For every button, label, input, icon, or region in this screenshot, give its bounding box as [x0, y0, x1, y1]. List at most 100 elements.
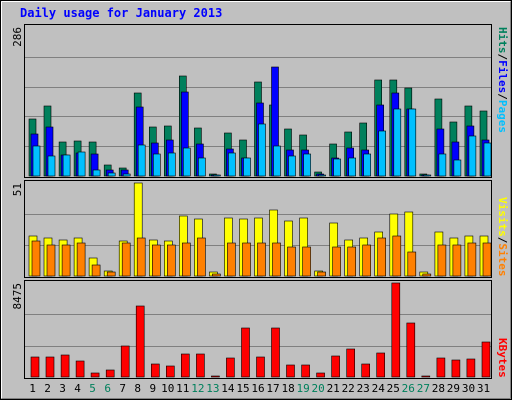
bar-kbytes — [256, 356, 265, 378]
bar-kbytes — [391, 282, 401, 378]
bar-kbytes — [286, 364, 295, 378]
panel-middle-legend: Visits/Sites — [496, 197, 509, 277]
bar-sites — [91, 264, 101, 277]
bar-pages — [47, 155, 56, 177]
day-label: 25 — [387, 382, 400, 395]
day-label: 1 — [29, 382, 36, 395]
bar-kbytes — [196, 353, 205, 378]
bar-pages — [213, 174, 221, 177]
panel-middle-max-label: 51 — [11, 183, 24, 196]
day-label: 20 — [311, 382, 324, 395]
bar-kbytes — [181, 353, 190, 378]
bar-sites — [61, 244, 71, 277]
bar-sites — [212, 273, 221, 277]
day-label: 16 — [251, 382, 264, 395]
day-label: 24 — [372, 382, 386, 395]
day-label: 28 — [432, 382, 445, 395]
bar-sites — [257, 242, 266, 277]
bar-pages — [333, 158, 341, 177]
bar-kbytes — [45, 356, 55, 378]
day-label: 3 — [59, 382, 66, 395]
day-label: 10 — [161, 382, 174, 395]
chart-title: Daily usage for January 2013 — [20, 6, 222, 20]
bar-pages — [228, 152, 236, 177]
day-label: 8 — [134, 382, 141, 395]
panel-top-legend: Hits/Files/Pages — [496, 27, 509, 133]
bar-pages — [303, 153, 311, 177]
bar-sites — [332, 246, 341, 277]
bar-sites — [31, 240, 41, 277]
bar-pages — [423, 174, 432, 177]
bar-kbytes — [301, 364, 310, 378]
bar-pages — [363, 153, 372, 177]
bar-pages — [62, 154, 71, 177]
bar-kbytes — [466, 358, 476, 378]
legend-item: KBytes — [496, 338, 509, 378]
series-sites — [31, 235, 492, 277]
panel-bottom-max-label: 8475 — [11, 283, 24, 310]
bar-pages — [438, 153, 447, 177]
bar-pages — [32, 145, 41, 177]
bar-kbytes — [376, 352, 386, 378]
day-label: 4 — [74, 382, 81, 395]
series-kbytes — [30, 282, 491, 378]
bar-sites — [392, 235, 402, 277]
bar-pages — [77, 151, 86, 177]
series-pages — [32, 108, 492, 177]
bar-kbytes — [75, 360, 85, 378]
bar-sites — [227, 242, 236, 277]
day-label: 17 — [266, 382, 279, 395]
bar-kbytes — [166, 365, 175, 378]
legend-item: / — [496, 54, 509, 61]
panel-middle: 51 Visits/Sites — [11, 180, 509, 278]
bar-pages — [258, 123, 266, 177]
day-label: 5 — [89, 382, 96, 395]
bar-kbytes — [241, 327, 250, 378]
bar-kbytes — [316, 372, 325, 378]
day-label: 23 — [357, 382, 370, 395]
bar-kbytes — [361, 363, 371, 378]
day-label: 13 — [206, 382, 219, 395]
bar-pages — [92, 169, 101, 177]
bar-sites — [317, 271, 326, 277]
bar-kbytes — [120, 345, 130, 378]
day-label: 9 — [149, 382, 156, 395]
bar-sites — [182, 242, 191, 277]
bar-sites — [362, 244, 372, 277]
bar-pages — [348, 157, 357, 177]
bar-kbytes — [135, 305, 145, 378]
day-label: 2 — [44, 382, 51, 395]
bar-pages — [318, 174, 326, 177]
day-label: 15 — [236, 382, 249, 395]
bar-sites — [287, 246, 296, 277]
bar-pages — [483, 142, 492, 177]
bar-sites — [242, 242, 251, 277]
bar-sites — [452, 244, 462, 277]
day-label: 12 — [191, 382, 204, 395]
day-label: 26 — [402, 382, 415, 395]
bar-kbytes — [346, 348, 356, 378]
day-labels: 1 2 3 4 5 6 7 8 9 10 11 12 13 14 15 16 17 18 19 20 21 22 23 24 2… — [29, 382, 490, 395]
bar-sites — [377, 237, 387, 277]
legend-item: Hits — [496, 27, 509, 54]
bar-kbytes — [406, 322, 416, 378]
bar-sites — [437, 244, 447, 277]
bar-kbytes — [436, 357, 446, 378]
panel-bottom: 8475 KBytes — [11, 280, 509, 379]
bar-kbytes — [481, 341, 491, 378]
bar-sites — [136, 237, 146, 277]
day-label: 21 — [327, 382, 340, 395]
day-label: 31 — [477, 382, 490, 395]
day-label: 11 — [176, 382, 189, 395]
bar-pages — [107, 172, 116, 177]
bar-kbytes — [90, 372, 100, 378]
day-label: 6 — [104, 382, 111, 395]
bar-sites — [167, 244, 176, 277]
bar-sites — [407, 251, 417, 277]
day-label: 29 — [447, 382, 460, 395]
bar-sites — [197, 237, 206, 277]
day-label: 7 — [119, 382, 126, 395]
bar-pages — [393, 108, 402, 177]
bar-kbytes — [271, 327, 280, 378]
